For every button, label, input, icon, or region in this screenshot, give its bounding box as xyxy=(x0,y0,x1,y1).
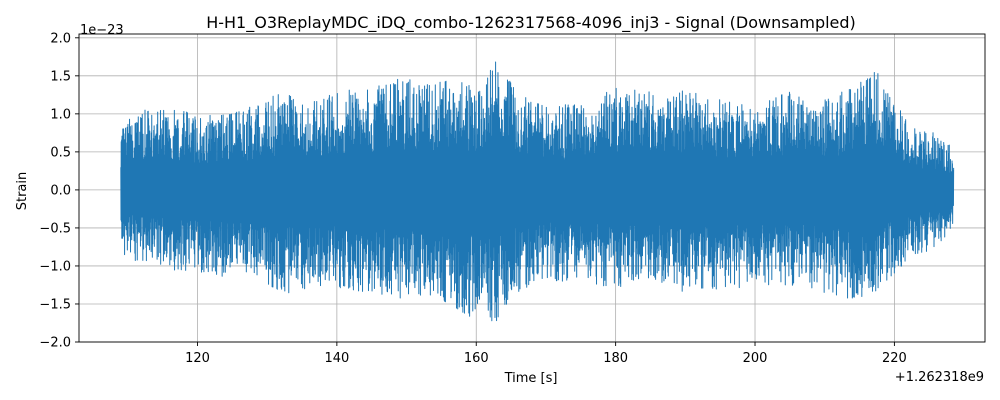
y-tick-label: 0.0 xyxy=(50,183,71,198)
y-tick-label: −1.5 xyxy=(39,297,71,312)
y-tick-label: −0.5 xyxy=(39,221,71,236)
chart-title: H-H1_O3ReplayMDC_iDQ_combo-1262317568-40… xyxy=(206,13,856,33)
y-axis-label: Strain xyxy=(15,172,30,211)
y-scale-label: 1e−23 xyxy=(80,23,124,38)
signal-series xyxy=(120,61,955,322)
y-tick-label: 1.0 xyxy=(50,107,71,122)
y-tick-label: −1.0 xyxy=(39,259,71,274)
y-tick-label: 1.5 xyxy=(50,69,71,84)
y-tick-label: 2.0 xyxy=(50,31,71,46)
x-offset-label: +1.262318e9 xyxy=(895,370,984,385)
x-tick-label: 160 xyxy=(464,351,489,366)
x-axis-ticks: 120 140 160 180 200 220 xyxy=(185,342,907,366)
x-axis-label: Time [s] xyxy=(504,371,558,386)
y-axis-ticks: −2.0 −1.5 −1.0 −0.5 0.0 0.5 1.0 1.5 2.0 xyxy=(39,31,79,351)
signal-line xyxy=(120,61,955,322)
y-tick-label: 0.5 xyxy=(50,145,71,160)
x-tick-label: 200 xyxy=(743,351,768,366)
y-tick-label: −2.0 xyxy=(39,336,71,351)
plot-frame xyxy=(78,33,986,343)
x-tick-label: 180 xyxy=(603,351,628,366)
x-tick-label: 120 xyxy=(185,351,210,366)
x-tick-label: 220 xyxy=(882,351,907,366)
x-tick-label: 140 xyxy=(324,351,349,366)
